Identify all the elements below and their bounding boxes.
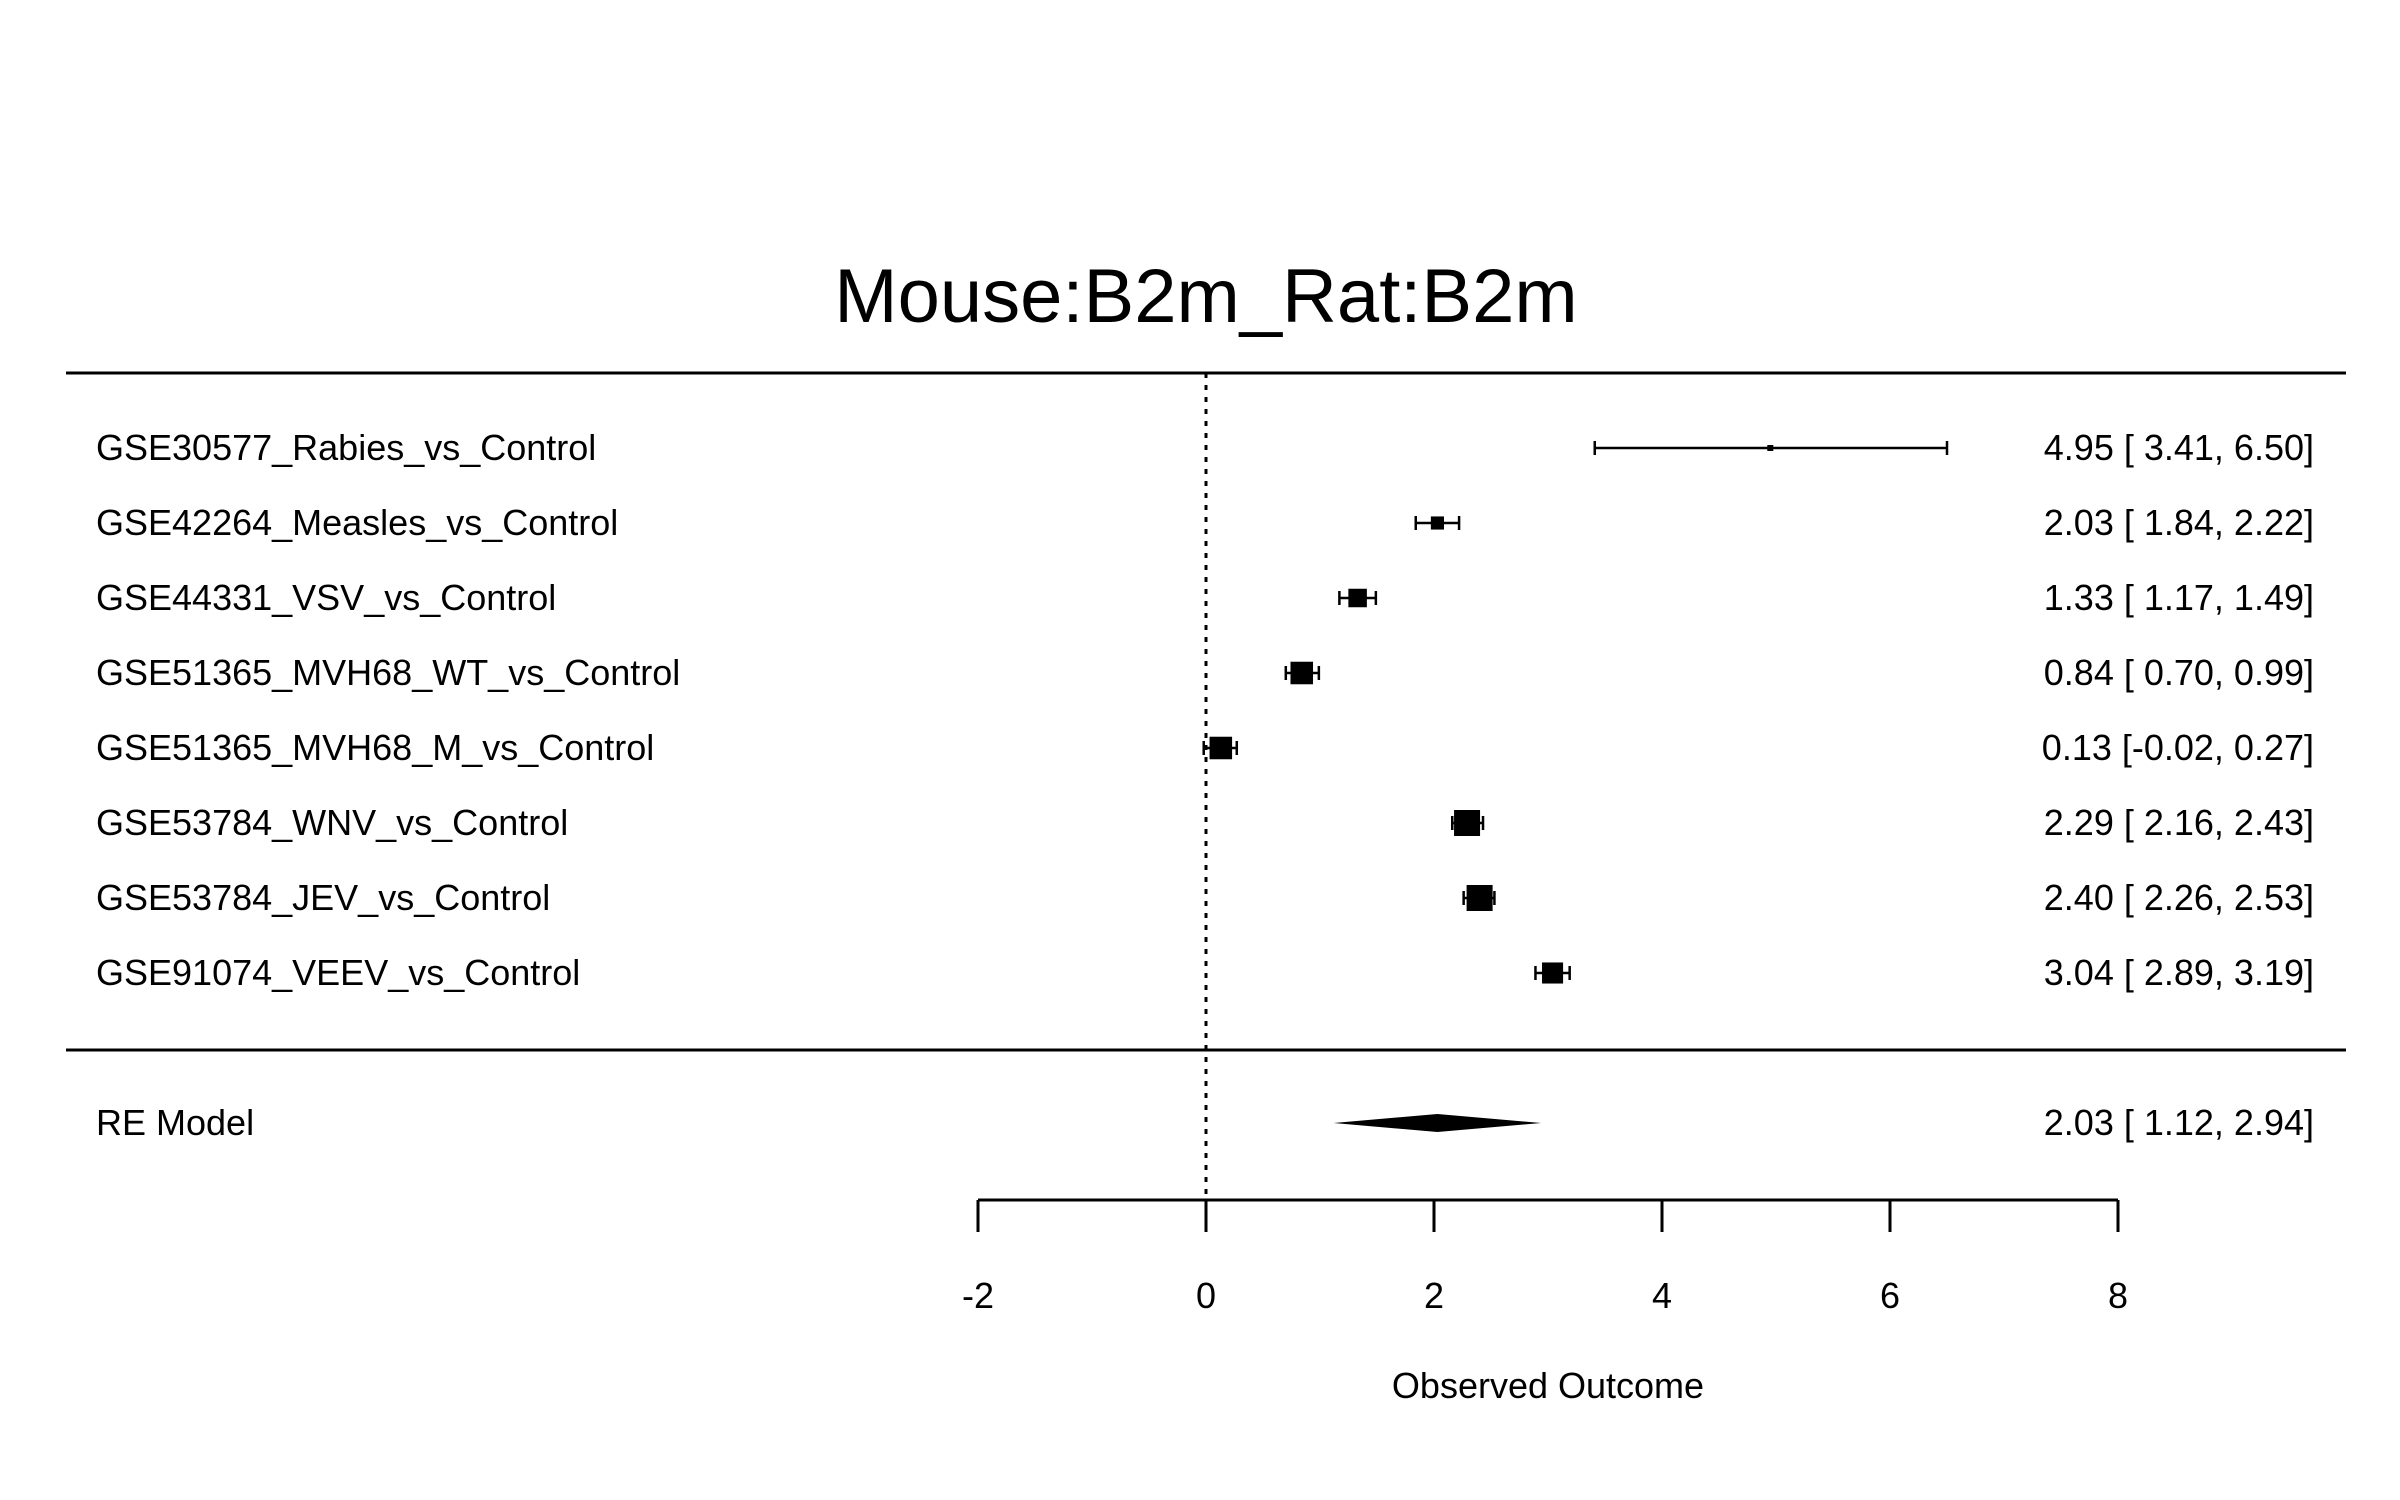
- point-estimate: [1454, 810, 1481, 836]
- estimate-ci-text: 1.33 [ 1.17, 1.49]: [2044, 577, 2314, 618]
- summary-estimate-text: 2.03 [ 1.12, 2.94]: [2044, 1102, 2314, 1143]
- point-estimate: [1430, 516, 1444, 530]
- x-tick-label: 4: [1652, 1275, 1672, 1316]
- summary-label: RE Model: [96, 1102, 254, 1143]
- study-label: GSE53784_WNV_vs_Control: [96, 802, 568, 843]
- forest-marks: GSE30577_Rabies_vs_Control 4.95 [ 3.41, 6…: [96, 373, 2314, 1200]
- x-tick-label: 0: [1196, 1275, 1216, 1316]
- study-row: GSE30577_Rabies_vs_Control 4.95 [ 3.41, 6…: [96, 427, 2314, 468]
- study-label: GSE51365_MVH68_M_vs_Control: [96, 727, 654, 768]
- point-estimate: [1348, 588, 1367, 608]
- study-row: GSE91074_VEEV_vs_Control 3.04 [ 2.89, 3.1…: [96, 952, 2314, 993]
- study-row: GSE44331_VSV_vs_Control 1.33 [ 1.17, 1.49…: [96, 577, 2314, 618]
- x-tick-label: -2: [962, 1275, 994, 1316]
- x-tick-label: 6: [1880, 1275, 1900, 1316]
- point-estimate: [1542, 962, 1564, 984]
- study-label: GSE53784_JEV_vs_Control: [96, 877, 550, 918]
- study-row: GSE53784_WNV_vs_Control 2.29 [ 2.16, 2.43…: [96, 802, 2314, 843]
- study-label: GSE44331_VSV_vs_Control: [96, 577, 556, 618]
- x-axis-label: Observed Outcome: [1392, 1365, 1704, 1406]
- study-row: GSE42264_Measles_vs_Control 2.03 [ 1.84, …: [96, 502, 2314, 543]
- point-estimate: [1209, 736, 1233, 760]
- point-estimate: [1466, 885, 1493, 911]
- estimate-ci-text: 0.13 [-0.02, 0.27]: [2042, 727, 2314, 768]
- point-estimate: [1290, 661, 1314, 685]
- estimate-ci-text: 2.29 [ 2.16, 2.43]: [2044, 802, 2314, 843]
- summary-diamond: [1333, 1114, 1542, 1132]
- x-tick-label: 2: [1424, 1275, 1444, 1316]
- point-estimate: [1767, 445, 1774, 451]
- study-row: GSE53784_JEV_vs_Control 2.40 [ 2.26, 2.53…: [96, 877, 2314, 918]
- study-label: GSE30577_Rabies_vs_Control: [96, 427, 596, 468]
- estimate-ci-text: 3.04 [ 2.89, 3.19]: [2044, 952, 2314, 993]
- x-axis: -2 0 2 4 6 8: [962, 1198, 2128, 1316]
- study-label: GSE51365_MVH68_WT_vs_Control: [96, 652, 680, 693]
- study-row: GSE51365_MVH68_WT_vs_Control 0.84 [ 0.70,…: [96, 652, 2314, 693]
- chart-title: Mouse:B2m_Rat:B2m: [834, 254, 1577, 339]
- estimate-ci-text: 0.84 [ 0.70, 0.99]: [2044, 652, 2314, 693]
- estimate-ci-text: 2.40 [ 2.26, 2.53]: [2044, 877, 2314, 918]
- study-label: GSE42264_Measles_vs_Control: [96, 502, 618, 543]
- study-label: GSE91074_VEEV_vs_Control: [96, 952, 580, 993]
- x-tick-label: 8: [2108, 1275, 2128, 1316]
- study-row: GSE51365_MVH68_M_vs_Control 0.13 [-0.02, …: [96, 727, 2314, 768]
- estimate-ci-text: 2.03 [ 1.84, 2.22]: [2044, 502, 2314, 543]
- summary-row: RE Model 2.03 [ 1.12, 2.94]: [96, 1102, 2314, 1143]
- estimate-ci-text: 4.95 [ 3.41, 6.50]: [2044, 427, 2314, 468]
